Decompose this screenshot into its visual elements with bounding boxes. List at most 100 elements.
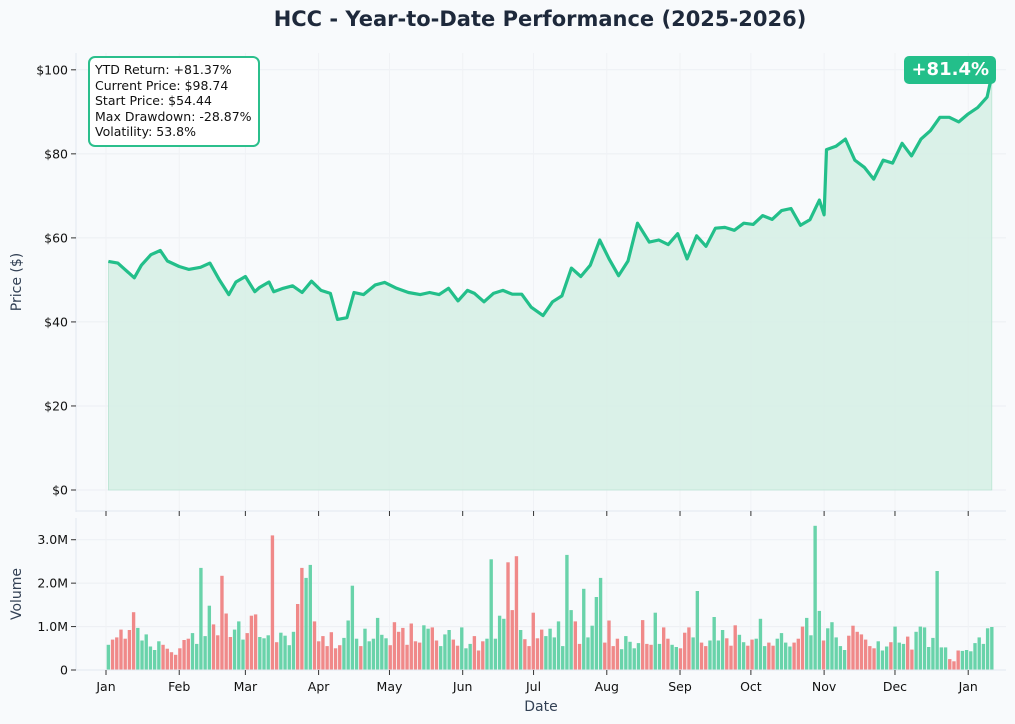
- price-y-tick-label: $40: [44, 314, 68, 329]
- volume-bar: [594, 597, 599, 670]
- volume-bar: [363, 628, 367, 670]
- volume-bar: [636, 643, 641, 670]
- volume-bar: [889, 642, 893, 670]
- volume-bar: [173, 654, 178, 670]
- volume-bar: [245, 633, 249, 670]
- volume-bar: [123, 638, 127, 670]
- volume-bar: [287, 645, 291, 670]
- volume-bar: [359, 646, 363, 670]
- volume-bar: [186, 638, 190, 670]
- volume-bar: [531, 612, 535, 670]
- volume-bar: [779, 633, 784, 670]
- volume-bar: [737, 634, 742, 670]
- volume-bar: [481, 641, 485, 670]
- volume-bar: [607, 620, 611, 670]
- price-y-axis-label: Price ($): [9, 253, 25, 311]
- volume-bar: [443, 634, 447, 670]
- volume-bar: [152, 650, 157, 670]
- volume-bar: [409, 623, 413, 670]
- volume-bar: [321, 636, 325, 670]
- volume-bar: [985, 628, 990, 670]
- volume-bar: [847, 635, 851, 670]
- volume-bar: [704, 646, 708, 670]
- volume-bar: [784, 642, 788, 670]
- volume-bar: [927, 647, 931, 670]
- volume-bar: [211, 624, 216, 670]
- volume-bar: [628, 641, 632, 670]
- volume-bar: [518, 630, 523, 670]
- volume-bar: [956, 650, 960, 670]
- volume-bar: [981, 643, 986, 670]
- volume-bar: [258, 637, 262, 670]
- volume-bar: [384, 638, 388, 670]
- volume-bar: [270, 535, 275, 670]
- volume-bar: [645, 643, 649, 670]
- volume-bar: [914, 631, 918, 670]
- volume-y-tick-label: 3.0M: [37, 532, 68, 547]
- volume-bar: [615, 638, 620, 670]
- volume-bar: [413, 641, 418, 670]
- volume-bar: [354, 638, 359, 670]
- volume-bar: [577, 643, 582, 670]
- volume-bar: [586, 637, 590, 670]
- volume-bar: [544, 636, 548, 670]
- volume-bar: [632, 648, 636, 670]
- volume-bar: [548, 628, 552, 670]
- volume-bar: [274, 642, 279, 670]
- volume-bar: [338, 645, 342, 670]
- volume-bar: [514, 556, 519, 670]
- volume-x-ticks: Jan Feb Mar Apr May Jun Jul Aug Sep Oct Nov Dec Jan: [95, 670, 978, 694]
- volume-bar: [308, 564, 312, 670]
- volume-bar: [329, 632, 334, 670]
- volume-bar: [540, 629, 544, 670]
- volume-bar: [859, 634, 864, 670]
- volume-bar: [897, 642, 901, 670]
- volume-bar: [855, 631, 859, 670]
- volume-bar: [851, 625, 855, 670]
- volume-bar: [207, 605, 212, 670]
- volume-bar: [304, 577, 308, 670]
- volume-bar: [106, 644, 111, 670]
- volume-bar: [826, 628, 830, 670]
- x-tick-label: Mar: [234, 679, 258, 694]
- volume-bar: [695, 591, 700, 670]
- volume-bar: [388, 645, 392, 670]
- volume-bar: [375, 617, 380, 670]
- volume-bar: [990, 627, 994, 670]
- volume-bar: [729, 645, 733, 670]
- volume-bar: [535, 638, 540, 670]
- x-tick-label: Aug: [595, 679, 619, 694]
- x-tick-label: May: [377, 679, 403, 694]
- volume-bar: [527, 646, 531, 670]
- volume-bar: [224, 613, 228, 670]
- volume-bar: [157, 641, 161, 670]
- volume-y-tick-label: 1.0M: [37, 619, 68, 634]
- volume-bar: [190, 633, 195, 670]
- volume-bar: [136, 627, 140, 670]
- volume-bar: [253, 614, 258, 670]
- volume-bar: [868, 646, 872, 670]
- x-tick-label: Feb: [168, 679, 190, 694]
- volume-bar: [977, 637, 981, 670]
- volume-bar: [165, 648, 169, 670]
- price-line: [108, 74, 994, 321]
- volume-bar: [333, 648, 338, 670]
- x-tick-label: Jul: [525, 679, 541, 694]
- volume-bar: [741, 642, 746, 670]
- volume-y-tick-label: 0: [60, 663, 68, 678]
- volume-bar: [775, 638, 779, 670]
- volume-bar: [817, 610, 822, 670]
- volume-bar: [502, 618, 506, 670]
- volume-bar: [805, 617, 809, 670]
- volume-bar: [670, 644, 674, 670]
- volume-bar: [468, 643, 472, 670]
- volume-bar: [720, 630, 725, 670]
- volume-bar: [674, 647, 678, 670]
- volume-bar: [842, 650, 847, 670]
- volume-bar: [712, 617, 716, 670]
- volume-bar: [569, 610, 573, 670]
- volume-bar: [312, 621, 317, 670]
- price-y-tick-label: $100: [36, 62, 68, 77]
- volume-bars: [106, 525, 994, 670]
- chart-title: HCC - Year-to-Date Performance (2025-202…: [274, 7, 807, 31]
